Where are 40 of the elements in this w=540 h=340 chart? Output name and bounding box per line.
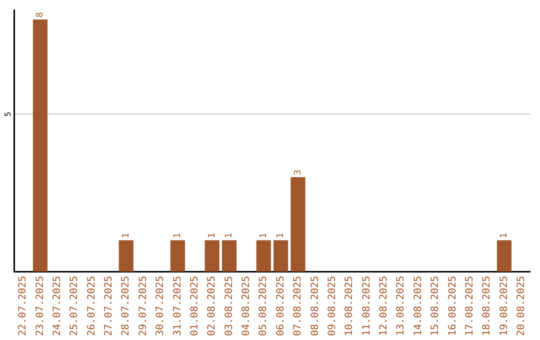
x-tick-label: 03.08.2025 bbox=[224, 276, 235, 336]
x-tick-label: 26.07.2025 bbox=[86, 276, 98, 336]
x-tick-label: 31.07.2025 bbox=[172, 276, 184, 336]
data-label: 8 bbox=[36, 12, 46, 18]
data-label: 1 bbox=[224, 232, 235, 238]
data-label: 1 bbox=[276, 232, 286, 238]
data-label: 1 bbox=[173, 232, 184, 238]
x-tick-label: 09.08.2025 bbox=[326, 276, 338, 336]
x-tick-label: 16.08.2025 bbox=[447, 276, 458, 336]
x-tick-label: 14.08.2025 bbox=[412, 276, 424, 336]
x-tick-label: 17.08.2025 bbox=[464, 276, 476, 336]
x-tick-label: 13.08.2025 bbox=[396, 276, 407, 336]
data-label: 1 bbox=[121, 232, 132, 238]
data-label: 1 bbox=[207, 232, 218, 238]
x-tick-label: 05.08.2025 bbox=[258, 276, 270, 336]
x-tick-label: 18.08.2025 bbox=[482, 276, 493, 336]
data-label: 1 bbox=[258, 232, 269, 238]
x-tick-label: 27.07.2025 bbox=[104, 276, 115, 336]
x-tick-label: 04.08.2025 bbox=[241, 276, 252, 336]
x-tick-label: 01.08.2025 bbox=[189, 276, 200, 336]
x-tick-label: 30.07.2025 bbox=[155, 276, 166, 336]
x-tick-label: 24.07.2025 bbox=[52, 276, 63, 336]
x-tick-label: 19.08.2025 bbox=[498, 276, 510, 336]
x-tick-label: 11.08.2025 bbox=[361, 276, 372, 336]
x-tick-label: 29.07.2025 bbox=[138, 276, 149, 336]
data-label: 3 bbox=[293, 170, 304, 176]
x-tick-label: 22.07.2025 bbox=[18, 276, 29, 336]
y-tick-label: 5 bbox=[4, 112, 13, 116]
x-tick-label: 15.08.2025 bbox=[430, 276, 442, 336]
x-tick-label: 06.08.2025 bbox=[275, 276, 286, 336]
x-tick-label: 07.08.2025 bbox=[292, 276, 304, 336]
x-tick-label: 08.08.2025 bbox=[310, 276, 321, 336]
x-tick-label: 20.08.2025 bbox=[516, 276, 527, 336]
x-tick-label: 25.07.2025 bbox=[69, 276, 80, 336]
x-tick-label: 10.08.2025 bbox=[344, 276, 356, 336]
x-tick-label: 23.07.2025 bbox=[34, 276, 46, 336]
x-tick-label: 02.08.2025 bbox=[206, 276, 218, 336]
x-tick-label: 12.08.2025 bbox=[378, 276, 390, 336]
data-label: 1 bbox=[500, 232, 510, 238]
x-tick-label: 28.07.2025 bbox=[120, 276, 132, 336]
